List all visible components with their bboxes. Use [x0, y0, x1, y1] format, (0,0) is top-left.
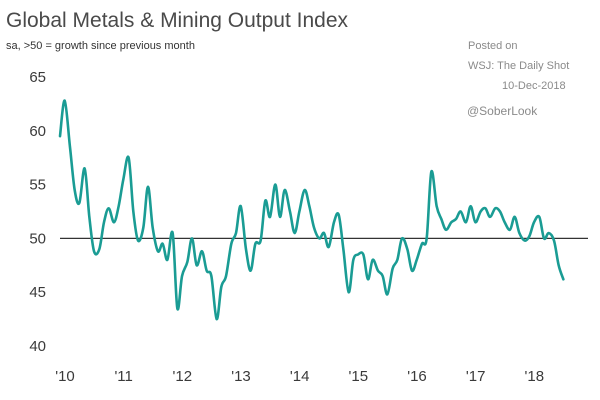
series-layer	[58, 99, 565, 321]
chart-subtitle: sa, >50 = growth since previous month	[6, 40, 195, 52]
x-tick-label: '14	[290, 368, 310, 385]
posted-label: Posted on	[468, 40, 518, 52]
x-tick-label: '16	[407, 368, 427, 385]
x-axis-ticks: '10 '11 '12 '13 '14 '15 '16 '17 '18	[55, 368, 544, 385]
x-tick-label: '10	[55, 368, 75, 385]
series-line	[58, 99, 565, 321]
handle-label: @SoberLook	[467, 104, 538, 118]
x-tick-label: '18	[525, 368, 545, 385]
y-tick-label: 60	[29, 123, 46, 140]
x-tick-label: '13	[231, 368, 251, 385]
y-axis-ticks: 40 45 50 55 60 65	[29, 69, 46, 355]
chart-title: Global Metals & Mining Output Index	[6, 9, 349, 32]
date-label: 10-Dec-2018	[502, 80, 566, 92]
source-label: WSJ: The Daily Shot	[468, 60, 569, 72]
y-tick-label: 55	[29, 177, 46, 194]
y-tick-label: 65	[29, 69, 46, 86]
x-tick-label: '17	[466, 368, 486, 385]
y-tick-label: 45	[29, 284, 46, 301]
y-tick-label: 50	[29, 230, 46, 247]
x-tick-label: '11	[114, 368, 132, 385]
x-tick-label: '15	[349, 368, 369, 385]
x-tick-label: '12	[173, 368, 193, 385]
y-tick-label: 40	[29, 338, 46, 355]
